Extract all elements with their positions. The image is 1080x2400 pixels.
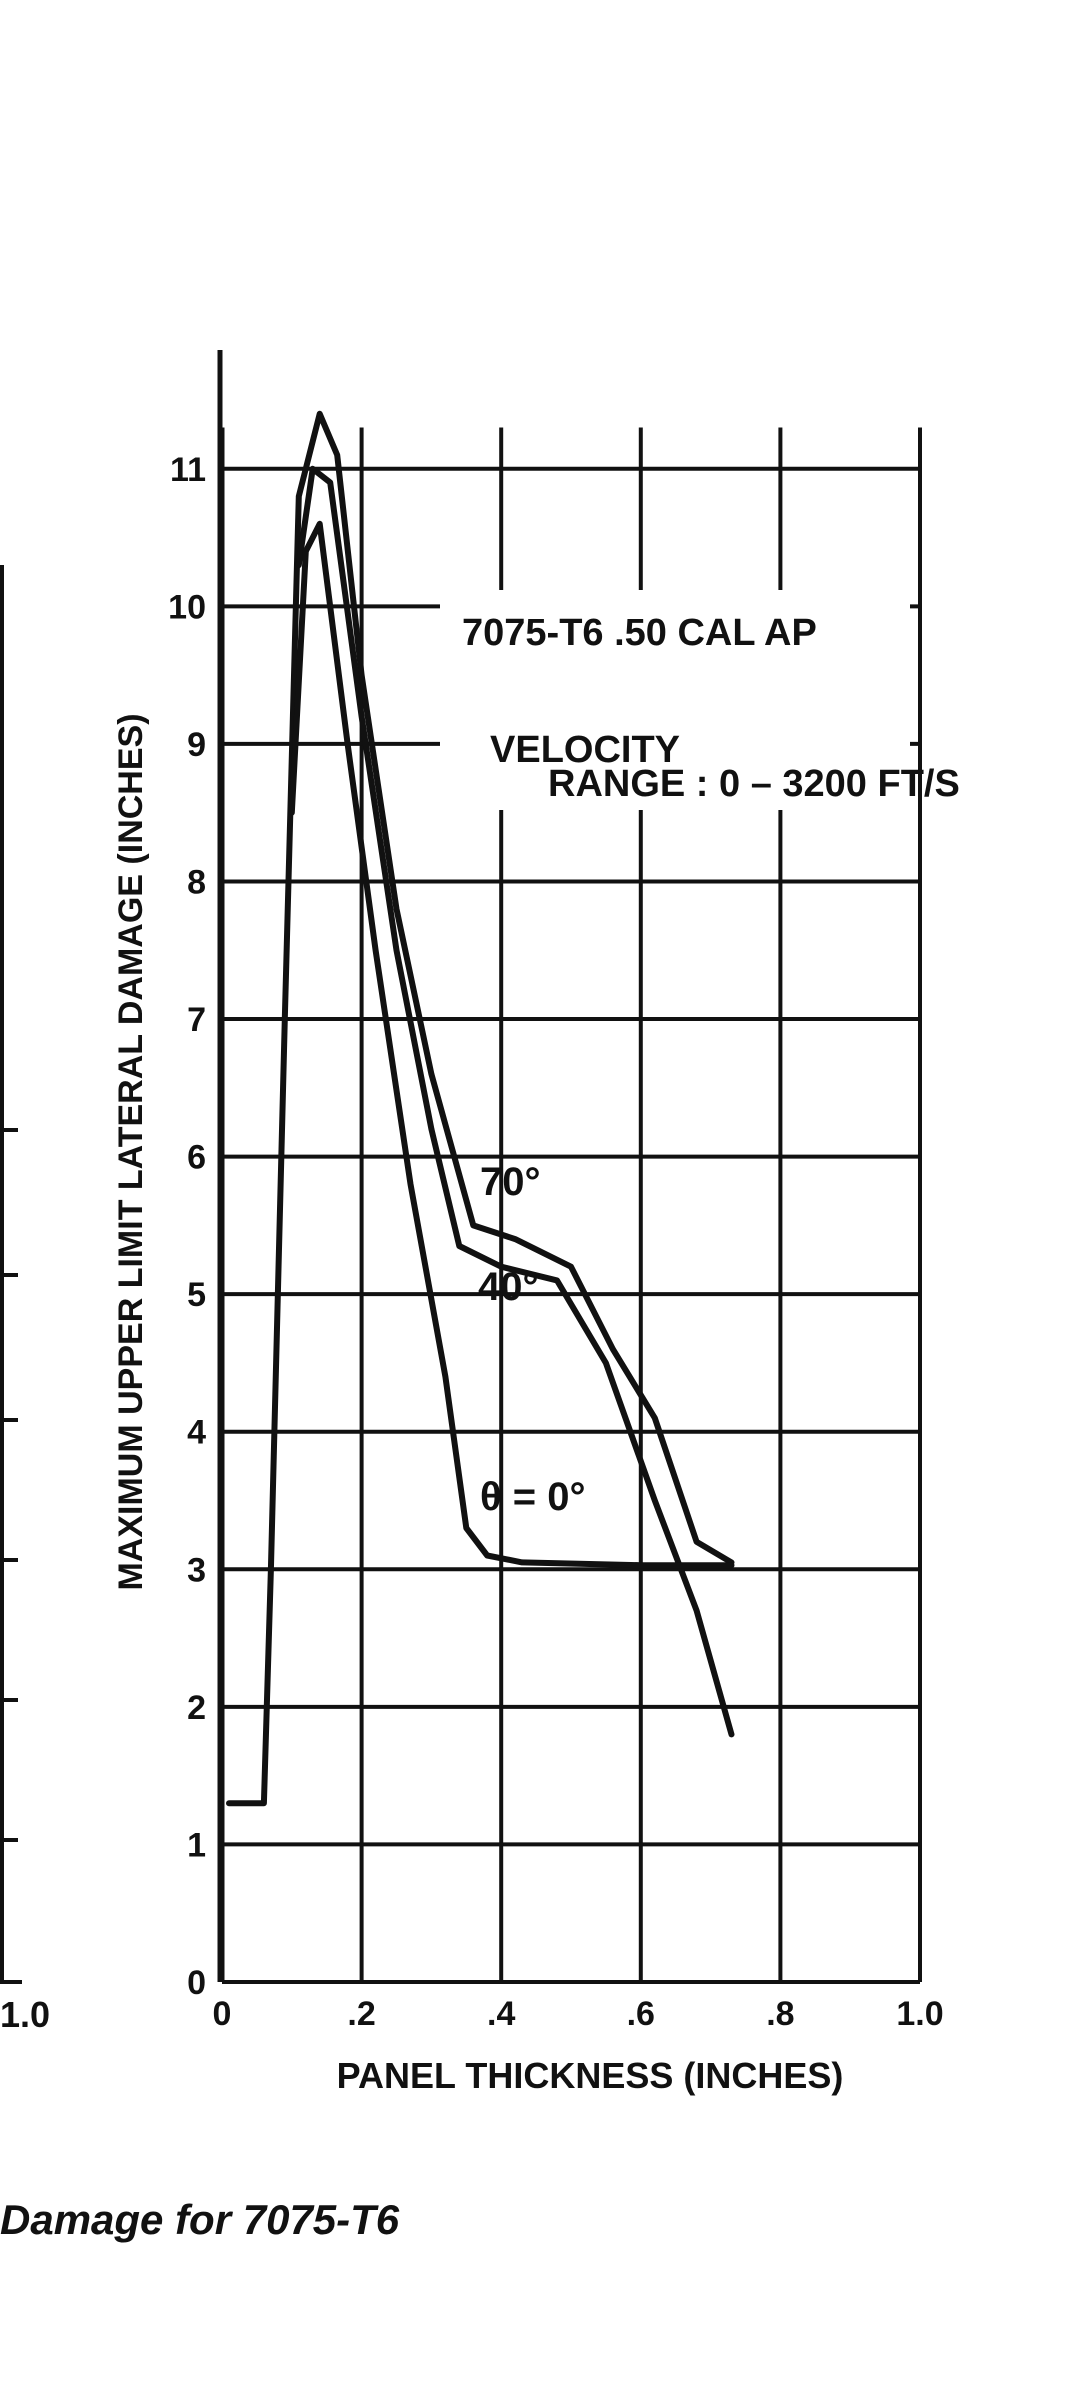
x-tick-label: 0	[213, 1995, 232, 2033]
y-tick-label: 5	[187, 1276, 206, 1314]
y-tick-label: 3	[187, 1551, 206, 1589]
annotation-title: 7075-T6 .50 CAL AP	[462, 612, 817, 654]
left-partial-frame	[0, 565, 22, 1984]
y-tick-label: 10	[168, 588, 206, 626]
y-tick-label: 2	[187, 1689, 206, 1727]
figure-caption: Damage for 7075-T6	[0, 2196, 400, 2243]
x-tick-label: .4	[487, 1995, 515, 2033]
x-tick-label: 1.0	[896, 1995, 943, 2033]
series-label-40: 40°	[478, 1265, 539, 1309]
series-line-1	[226, 410, 735, 1807]
x-tick-label: .6	[627, 1995, 655, 2033]
series-label-0: θ = 0°	[480, 1475, 585, 1519]
y-tick-label: 8	[187, 863, 206, 901]
series-line-2	[295, 465, 735, 1738]
y-tick-label: 4	[187, 1414, 206, 1452]
left-partial-tick-label: 1.0	[0, 1994, 51, 2035]
grid	[217, 350, 922, 1984]
annotation-velocity-line1: VELOCITY	[490, 729, 680, 771]
tick-labels: 0 .2 .4 .6 .8 1.0 0 1 2 3 4 5 6 7 8 9 10 11	[168, 451, 943, 2033]
series-group	[226, 410, 735, 1807]
series-label-70: 70°	[480, 1160, 541, 1204]
x-tick-label: .8	[766, 1995, 794, 2033]
y-tick-label: 1	[187, 1826, 206, 1864]
series-line-3	[288, 520, 735, 1569]
y-tick-label: 6	[187, 1139, 206, 1177]
annotation-background	[440, 590, 910, 810]
x-axis-label: PANEL THICKNESS (INCHES)	[337, 2055, 844, 2096]
y-tick-label: 11	[170, 451, 206, 489]
y-tick-label: 0	[187, 1964, 206, 2002]
y-axis-label: MAXIMUM UPPER LIMIT LATERAL DAMAGE (INCH…	[112, 713, 150, 1590]
annotation-velocity-line2: RANGE : 0 – 3200 FT/S	[548, 763, 960, 805]
y-tick-label: 7	[187, 1001, 206, 1039]
y-tick-label: 9	[187, 726, 206, 764]
x-tick-label: .2	[347, 1995, 375, 2033]
